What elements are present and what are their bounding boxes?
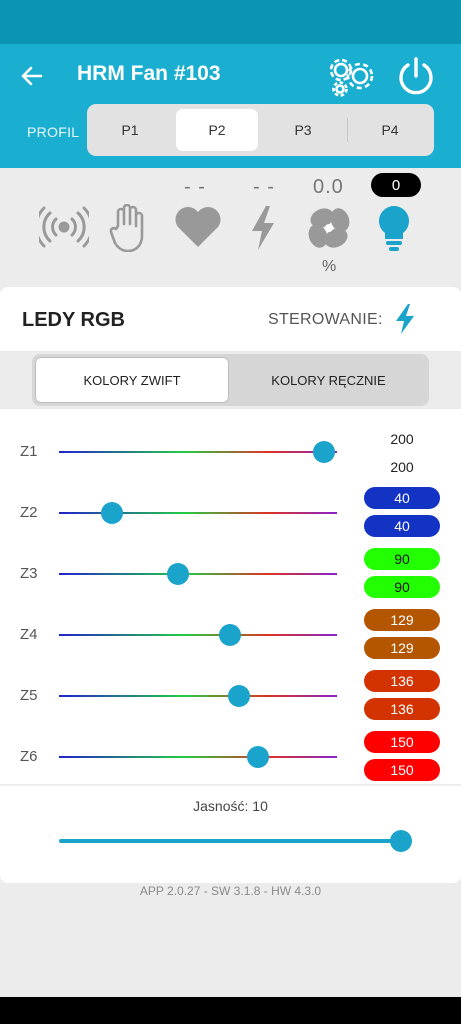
power-icon [399, 57, 433, 95]
fan-value: 0.0 [313, 176, 344, 198]
zone-slider-thumb[interactable] [100, 502, 123, 524]
leds-header: LEDY RGB STEROWANIE: [0, 287, 461, 351]
heart-rate-value: - - [184, 176, 206, 198]
settings-button[interactable] [326, 54, 378, 98]
zone-value-bottom[interactable]: 136 [364, 698, 440, 720]
mode-zwift-button[interactable]: KOLORY ZWIFT [35, 357, 229, 403]
zone-value-bottom[interactable]: 129 [364, 637, 440, 659]
system-nav-bar [0, 997, 461, 1024]
brightness-slider-thumb[interactable] [390, 830, 412, 852]
zone-label: Z1 [20, 443, 38, 460]
status-bar [0, 0, 461, 44]
control-label: STEROWANIE: [268, 311, 383, 328]
tab-p4[interactable]: P4 [381, 122, 399, 138]
zone-slider-track[interactable] [59, 756, 337, 758]
zone-value-top[interactable]: 136 [364, 670, 440, 692]
heart-icon[interactable] [173, 204, 223, 250]
zone-slider-track[interactable] [59, 512, 337, 514]
brightness-slider-track[interactable] [59, 839, 401, 843]
power-value: - - [253, 176, 275, 198]
zone-value-top[interactable]: 150 [364, 731, 440, 753]
zones-card: Z1 200 200 Z2 40 40 Z3 90 90 Z4 129 129 … [0, 409, 461, 784]
broadcast-icon[interactable] [39, 204, 89, 250]
version-text: APP 2.0.27 - SW 3.1.8 - HW 4.3.0 [139, 884, 322, 898]
zone-value-bottom[interactable]: 150 [364, 759, 440, 781]
sensor-panel: - - - - 0.0 0 % [0, 168, 461, 284]
hand-icon[interactable] [108, 204, 150, 252]
tab-p1[interactable]: P1 [121, 122, 139, 138]
zone-slider-thumb[interactable] [246, 746, 269, 768]
gears-icon [329, 58, 374, 97]
app-bar: HRM Fan #103 [0, 44, 461, 106]
zone-label: Z5 [20, 687, 38, 704]
mode-manual-button[interactable]: KOLORY RĘCZNIE [271, 372, 386, 388]
zone-slider-thumb[interactable] [228, 685, 251, 707]
profile-bar: PROFIL P1 P2 P3 P4 [0, 104, 461, 168]
device-title: HRM Fan #103 [77, 62, 221, 85]
zone-row-z1: Z1 200 200 [0, 424, 461, 484]
zone-value-top[interactable]: 129 [364, 609, 440, 631]
back-button[interactable] [16, 60, 48, 92]
lightning-icon[interactable] [248, 204, 278, 252]
brightness-label: Jasność: 10 [193, 798, 268, 814]
tab-p3[interactable]: P3 [294, 122, 312, 138]
zone-slider-thumb[interactable] [218, 624, 241, 646]
zone-value-top: 200 [390, 431, 414, 447]
zone-value-bottom[interactable]: 40 [364, 515, 440, 537]
profile-tabs: P1 P2 P3 P4 [87, 104, 434, 156]
zone-value-bottom[interactable]: 90 [364, 576, 440, 598]
zone-row-z3: Z3 90 90 [0, 546, 461, 606]
zone-row-z2: Z2 40 40 [0, 485, 461, 545]
brightness-card: Jasność: 10 [0, 786, 461, 883]
lightning-icon[interactable] [394, 303, 416, 335]
bulb-icon[interactable] [376, 204, 412, 254]
zone-value-top[interactable]: 90 [364, 548, 440, 570]
zone-slider-thumb[interactable] [312, 441, 335, 463]
zone-label: Z4 [20, 626, 38, 643]
zone-row-z5: Z5 136 136 [0, 668, 461, 728]
fan-icon[interactable] [304, 204, 354, 252]
leds-title: LEDY RGB [22, 309, 125, 331]
zone-label: Z2 [20, 504, 38, 521]
fan-unit: % [322, 258, 337, 275]
zone-slider-track[interactable] [59, 634, 337, 636]
zone-row-z6: Z6 150 150 [0, 729, 461, 789]
zone-label: Z3 [20, 565, 38, 582]
arrow-left-icon [21, 66, 43, 86]
profile-label: PROFIL [27, 124, 80, 140]
zone-slider-thumb[interactable] [167, 563, 190, 585]
light-value-badge: 0 [371, 173, 421, 197]
power-button[interactable] [396, 56, 436, 96]
tab-p2[interactable]: P2 [176, 109, 258, 151]
zone-value-top[interactable]: 40 [364, 487, 440, 509]
zone-value-bottom: 200 [390, 459, 414, 475]
color-mode-toggle: KOLORY ZWIFT KOLORY RĘCZNIE [32, 354, 429, 406]
zone-slider-track[interactable] [59, 695, 337, 697]
zone-label: Z6 [20, 748, 38, 765]
zone-row-z4: Z4 129 129 [0, 607, 461, 667]
mode-strip: KOLORY ZWIFT KOLORY RĘCZNIE [0, 351, 461, 409]
tab-divider [347, 118, 348, 142]
zone-slider-track[interactable] [59, 451, 337, 453]
zone-slider-track[interactable] [59, 573, 337, 575]
